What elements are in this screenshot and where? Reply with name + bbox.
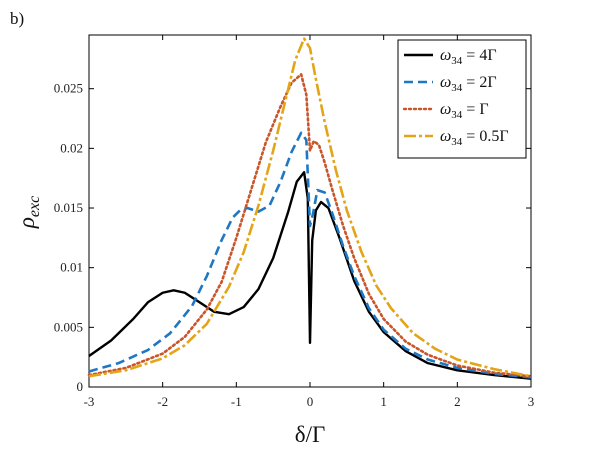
series-line-3 bbox=[87, 73, 533, 378]
legend-symbol: ω bbox=[440, 128, 451, 145]
series-line-4 bbox=[88, 37, 532, 378]
series-line-2 bbox=[88, 131, 532, 379]
y-axis-label-main: ρ bbox=[14, 217, 39, 229]
y-tick-label: 0 bbox=[77, 379, 84, 394]
panel-label: b) bbox=[10, 9, 24, 28]
legend-entry-1: ω34 = 4Γ bbox=[440, 47, 497, 67]
legend-symbol: ω bbox=[440, 101, 451, 118]
x-tick-label: 1 bbox=[380, 394, 387, 409]
legend-value: = 2Γ bbox=[462, 74, 496, 91]
x-tick-label: 3 bbox=[528, 394, 535, 409]
x-tick-label: 2 bbox=[454, 394, 461, 409]
series-line-1 bbox=[88, 171, 532, 380]
legend-value: = 0.5Γ bbox=[462, 128, 508, 145]
y-tick-label: 0.01 bbox=[60, 260, 83, 275]
tick-layer: -3 -2 -1 0 1 2 3 0 0.005 0.01 0.015 0.02 0.025 bbox=[54, 35, 535, 409]
y-axis-label: ρexc bbox=[14, 196, 43, 229]
x-tick-label: -1 bbox=[231, 394, 242, 409]
x-axis-label: δ/Γ bbox=[295, 422, 326, 447]
x-tick-label: -2 bbox=[157, 394, 168, 409]
y-tick-label: 0.025 bbox=[54, 81, 83, 96]
legend-entry-4: ω34 = 0.5Γ bbox=[440, 128, 509, 148]
y-tick-label: 0.02 bbox=[60, 140, 83, 155]
legend-entry-3: ω34 = Γ bbox=[440, 101, 489, 121]
legend-entry-2: ω34 = 2Γ bbox=[440, 74, 497, 94]
x-tick-label: -3 bbox=[84, 394, 95, 409]
legend-value: = 4Γ bbox=[462, 47, 496, 64]
legend-subscript: 34 bbox=[451, 136, 463, 148]
series-layer bbox=[87, 37, 533, 380]
legend-subscript: 34 bbox=[451, 55, 463, 67]
legend-box bbox=[397, 39, 527, 159]
legend-value: = Γ bbox=[462, 101, 488, 118]
legend-symbol: ω bbox=[440, 47, 451, 64]
y-tick-label: 0.005 bbox=[54, 319, 83, 334]
legend-subscript: 34 bbox=[451, 109, 463, 121]
y-tick-label: 0.015 bbox=[54, 200, 83, 215]
legend-subscript: 34 bbox=[451, 82, 463, 94]
legend-symbol: ω bbox=[440, 74, 451, 91]
x-tick-label: 0 bbox=[307, 394, 314, 409]
y-axis-label-sub: exc bbox=[26, 196, 43, 217]
